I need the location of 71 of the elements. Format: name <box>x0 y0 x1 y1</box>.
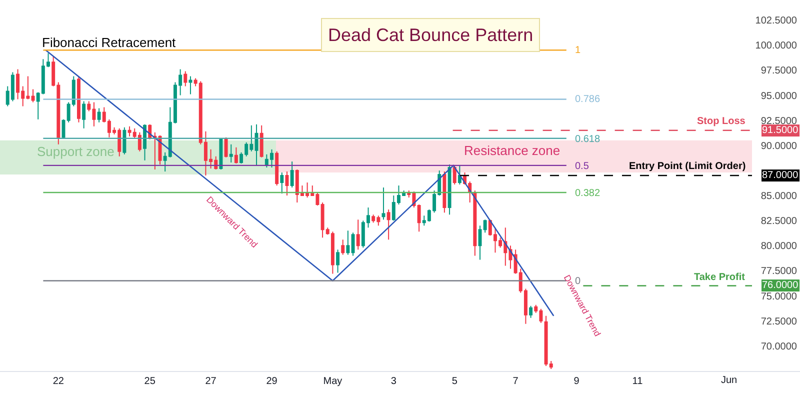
candlestick <box>483 219 487 234</box>
band-label: Support zone <box>37 144 114 159</box>
candlestick <box>290 160 294 188</box>
y-tick-label: 100.0000 <box>755 40 798 52</box>
candlestick <box>188 76 192 95</box>
candlestick <box>234 146 238 164</box>
candlestick <box>122 126 126 155</box>
candlestick <box>260 124 264 158</box>
candlestick <box>224 136 228 158</box>
candlestick <box>341 239 345 256</box>
annotation: 91.5000 <box>762 125 799 136</box>
annotation: 0.786 <box>575 94 600 105</box>
candlestick <box>382 187 386 220</box>
y-tick-label: 72.5000 <box>760 316 798 328</box>
candlestick <box>285 170 289 196</box>
text: Dead Cat Bounce Pattern <box>328 25 534 45</box>
candlestick <box>254 124 258 166</box>
x-tick-label: 11 <box>632 376 644 387</box>
candlestick <box>442 170 446 214</box>
annotation: 0.5 <box>575 161 590 172</box>
x-tick-label: 5 <box>452 376 458 387</box>
ref-line-label: Stop Loss <box>697 116 746 127</box>
y-tick-label: 97.5000 <box>760 66 798 77</box>
x-tick-label: 29 <box>266 376 278 387</box>
x-tick-label: 9 <box>574 376 580 387</box>
candlestick <box>478 225 482 260</box>
candlestick <box>473 190 477 256</box>
band-label: Resistance zone <box>464 143 560 158</box>
candlestick <box>529 305 533 318</box>
candlestick <box>280 172 284 194</box>
text: Jun <box>721 375 738 386</box>
y-tick-label: 75.0000 <box>760 291 798 302</box>
annotation: 0.382 <box>575 188 600 199</box>
annotation: 76.0000 <box>762 280 799 291</box>
candlestick <box>356 219 360 250</box>
y-tick-label: 95.0000 <box>760 90 798 102</box>
y-tick-label: 92.5000 <box>760 116 798 127</box>
annotation: 87.0000 <box>762 170 799 181</box>
candlestick <box>448 164 452 216</box>
annotation: 0.618 <box>575 134 600 145</box>
candlestick <box>229 144 233 163</box>
x-tick-label: 22 <box>52 376 64 387</box>
candlestick <box>76 76 80 123</box>
y-tick-label: 80.0000 <box>760 241 798 252</box>
candlestick <box>31 88 35 103</box>
candlestick <box>346 230 350 256</box>
x-tick-label: 25 <box>144 376 156 387</box>
candlestick <box>219 138 223 170</box>
y-tick-label: 77.5000 <box>760 266 798 278</box>
y-tick-label: 82.5000 <box>760 216 798 228</box>
x-tick-label: 27 <box>205 376 217 387</box>
annotation: Fibonacci Retracement <box>42 35 176 50</box>
candlestick <box>184 70 188 87</box>
candlestick <box>97 108 101 123</box>
x-tick-label: May <box>323 376 342 387</box>
candlestick <box>351 232 355 256</box>
ref-line-label: Take Profit <box>694 272 746 283</box>
y-tick-label: 70.0000 <box>760 341 798 352</box>
candlestick <box>386 209 390 240</box>
candlestick <box>82 100 86 129</box>
x-tick-label: 3 <box>390 376 397 387</box>
y-tick-label: 90.0000 <box>760 140 798 152</box>
y-tick-label: 85.0000 <box>760 191 798 202</box>
x-tick-label: 7 <box>512 376 519 387</box>
candlestick <box>458 164 462 185</box>
y-tick-label: 102.5000 <box>755 16 798 27</box>
candlestick <box>417 204 421 232</box>
candlestick <box>275 150 279 186</box>
ref-line-label: Entry Point (Limit Order) <box>629 161 746 172</box>
candlestick <box>336 249 340 274</box>
annotation: 1 <box>575 45 581 56</box>
